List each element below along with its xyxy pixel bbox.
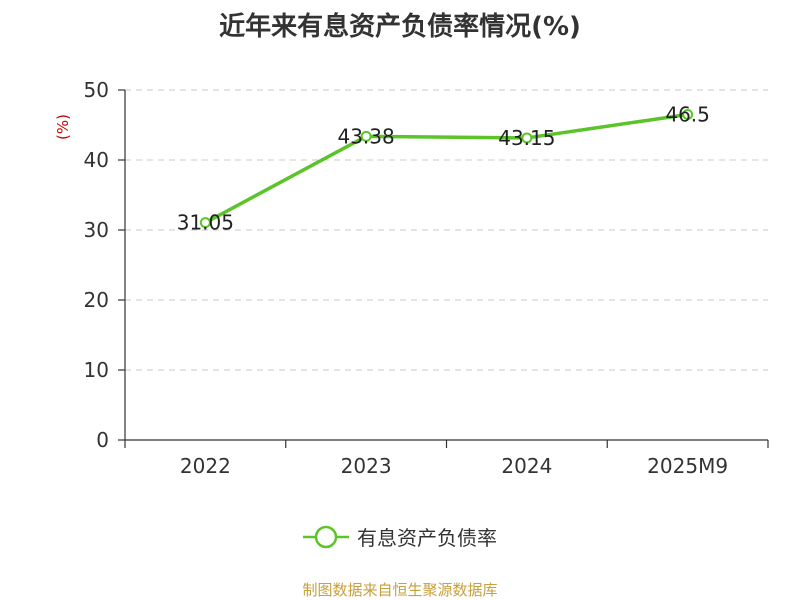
x-tick-label-2022: 2022 [180, 454, 231, 478]
data-point-2022 [199, 217, 211, 229]
y-tick-label-50: 50 [84, 78, 109, 102]
y-tick-label-40: 40 [84, 148, 109, 172]
data-point-2025M9 [682, 109, 694, 120]
chart-title: 近年来有息资产负债率情况(%) [219, 12, 581, 42]
data-point-2023 [360, 130, 372, 142]
footer-source: 制图数据来自恒生聚源数据库 [302, 581, 498, 599]
data-labels: 31.05 43.38 43.15 46.5 [177, 103, 710, 235]
y-tick-label-20: 20 [84, 288, 109, 312]
data-label-2023: 43.38 [337, 124, 394, 148]
series-line [203, 112, 690, 225]
data-label-2025M9: 46.5 [665, 103, 710, 127]
data-label-2022: 31.05 [177, 211, 234, 235]
data-label-2024: 43.15 [498, 126, 555, 150]
legend[interactable]: 有息资产负债率 [0, 522, 800, 551]
x-tick-label-2023: 2023 [341, 454, 392, 478]
x-tick-label-2025M9: 2025M9 [647, 454, 728, 478]
legend-line-marker-icon [303, 525, 349, 548]
axes: 0 10 20 30 40 50 2022 2023 2024 2025M9 (%) [54, 78, 769, 478]
y-tick-label-0: 0 [96, 428, 109, 452]
y-tick-label-30: 30 [84, 218, 109, 242]
x-tick-label-2024: 2024 [501, 454, 552, 478]
data-point-2024 [521, 132, 533, 144]
grid-lines [125, 89, 768, 371]
legend-label: 有息资产负债率 [357, 526, 497, 550]
series-layer [199, 109, 694, 229]
y-axis-label: (%) [54, 114, 72, 140]
y-tick-label-10: 10 [84, 358, 109, 382]
